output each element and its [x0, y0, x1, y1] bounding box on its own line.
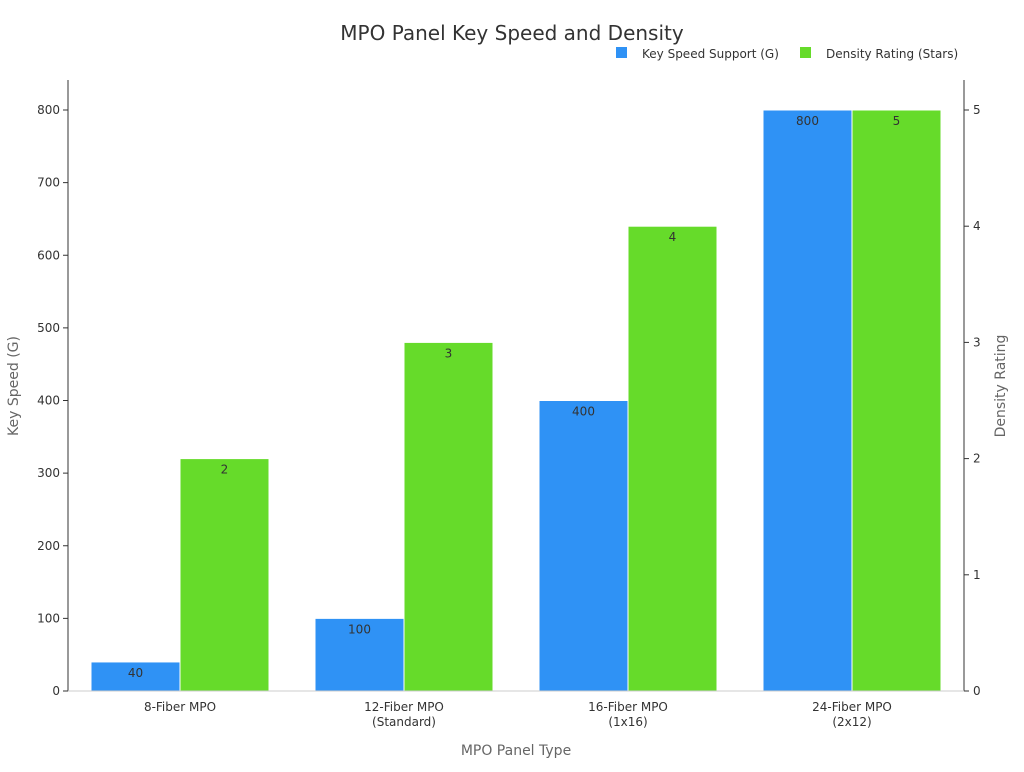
- bar-key-speed: [314, 617, 405, 692]
- y-tick-label: 100: [37, 611, 60, 625]
- data-label: 800: [796, 114, 819, 128]
- y2-tick-label: 4: [973, 219, 981, 233]
- bar-density: [403, 341, 494, 692]
- y-tick-label: 600: [37, 248, 60, 262]
- x-axis-label: MPO Panel Type: [461, 743, 571, 759]
- bar-key-speed: [538, 400, 629, 692]
- bar-density: [179, 458, 270, 692]
- legend-label: Key Speed Support (G): [642, 47, 779, 61]
- data-label: 3: [445, 346, 453, 360]
- x-tick-label: 16-Fiber MPO: [588, 700, 668, 714]
- bar-key-speed: [90, 661, 181, 692]
- data-label: 4: [669, 230, 677, 244]
- y2-tick-label: 0: [973, 684, 981, 698]
- y-axis-label: Key Speed (G): [6, 336, 22, 436]
- legend: Key Speed Support (G) Density Rating (Sta…: [616, 47, 958, 61]
- y2-tick-label: 2: [973, 452, 981, 466]
- x-tick-label: 8-Fiber MPO: [144, 700, 216, 714]
- y-tick-label: 300: [37, 466, 60, 480]
- y-tick-label: 0: [52, 684, 60, 698]
- bar-key-speed: [762, 109, 853, 692]
- y-tick-label: 400: [37, 394, 60, 408]
- legend-label: Density Rating (Stars): [826, 47, 958, 61]
- legend-swatch: [800, 47, 811, 58]
- y2-tick-label: 3: [973, 335, 981, 349]
- data-label: 100: [348, 622, 371, 636]
- data-label: 40: [128, 666, 143, 680]
- x-tick-label: 12-Fiber MPO: [364, 700, 444, 714]
- y2-tick-label: 5: [973, 103, 981, 117]
- data-label: 400: [572, 405, 595, 419]
- y2-axis-label: Density Rating: [993, 335, 1009, 438]
- data-label: 5: [893, 114, 901, 128]
- bar-density: [627, 225, 718, 692]
- x-tick-label: (1x16): [608, 715, 647, 729]
- bar-density: [851, 109, 942, 692]
- x-tick-label: 24-Fiber MPO: [812, 700, 892, 714]
- x-tick-label: (2x12): [832, 715, 871, 729]
- chart-title: MPO Panel Key Speed and Density: [340, 21, 684, 45]
- y-tick-label: 700: [37, 176, 60, 190]
- y-tick-label: 800: [37, 103, 60, 117]
- legend-swatch: [616, 47, 627, 58]
- y-tick-label: 500: [37, 321, 60, 335]
- y-tick-label: 200: [37, 539, 60, 553]
- x-tick-label: (Standard): [372, 715, 436, 729]
- y2-tick-label: 1: [973, 568, 981, 582]
- data-label: 2: [221, 463, 229, 477]
